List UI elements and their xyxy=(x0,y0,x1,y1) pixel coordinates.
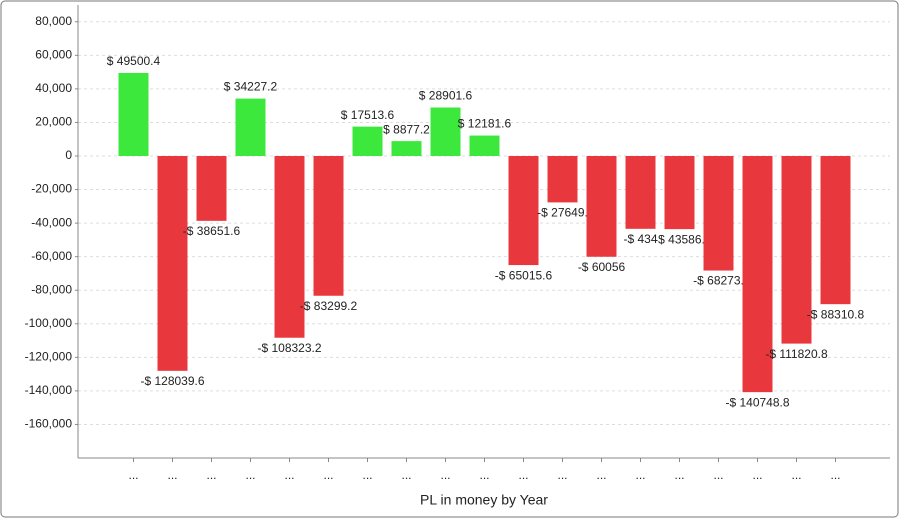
value-label: -$ 128039.6 xyxy=(140,374,204,388)
x-tick-label: ... xyxy=(206,468,216,482)
x-tick-label: ... xyxy=(245,468,255,482)
y-tick-label: -120,000 xyxy=(25,350,73,364)
bar xyxy=(469,135,500,156)
x-tick-label: ... xyxy=(128,468,138,482)
y-tick-label: -40,000 xyxy=(31,215,72,229)
bar xyxy=(781,156,812,344)
value-label: $ 49500.4 xyxy=(107,54,161,68)
y-tick-label: 40,000 xyxy=(35,81,72,95)
value-label: -$ 38651.6 xyxy=(183,224,241,238)
value-label: $ 8877.2 xyxy=(383,122,430,136)
value-label: -$ 88310.8 xyxy=(807,307,865,321)
y-tick-label: -100,000 xyxy=(25,316,73,330)
x-tick-label: ... xyxy=(323,468,333,482)
x-tick-label: ... xyxy=(830,468,840,482)
bar xyxy=(391,141,422,156)
bar xyxy=(235,98,266,156)
bar xyxy=(196,156,227,221)
y-tick-label: 20,000 xyxy=(35,115,72,129)
bar xyxy=(586,156,617,257)
bar xyxy=(508,156,539,266)
x-tick-label: ... xyxy=(284,468,294,482)
bar xyxy=(664,156,695,230)
bar xyxy=(430,107,461,156)
value-label: -$ 43586. xyxy=(654,232,705,246)
y-tick-label: -80,000 xyxy=(31,282,72,296)
x-tick-label: ... xyxy=(362,468,372,482)
value-label: -$ 83299.2 xyxy=(300,299,358,313)
x-tick-label: ... xyxy=(596,468,606,482)
y-tick-label: 0 xyxy=(65,148,72,162)
bar xyxy=(703,156,734,271)
value-label: -$ 65015.6 xyxy=(495,268,553,282)
y-tick-label: 80,000 xyxy=(35,14,72,28)
value-label: -$ 140748.8 xyxy=(725,395,789,409)
x-tick-label: ... xyxy=(635,468,645,482)
x-axis-title: PL in money by Year xyxy=(420,492,548,508)
y-tick-label: 60,000 xyxy=(35,48,72,62)
value-label: $ 17513.6 xyxy=(341,108,395,122)
x-tick-label: ... xyxy=(674,468,684,482)
bar xyxy=(274,156,305,338)
bar xyxy=(352,126,383,156)
value-label: $ 28901.6 xyxy=(419,89,473,103)
bar xyxy=(118,72,149,156)
y-tick-label: -160,000 xyxy=(25,417,73,431)
x-tick-label: ... xyxy=(440,468,450,482)
value-label: -$ 434 xyxy=(623,232,657,246)
value-label: $ 34227.2 xyxy=(224,80,278,94)
value-label: -$ 60056 xyxy=(578,260,626,274)
x-tick-label: ... xyxy=(713,468,723,482)
y-tick-label: -140,000 xyxy=(25,383,73,397)
value-label: -$ 27649. xyxy=(537,206,588,220)
value-label: -$ 111820.8 xyxy=(765,347,828,361)
bar xyxy=(157,156,188,371)
bar xyxy=(820,156,851,305)
value-label: $ 12181.6 xyxy=(458,117,512,131)
x-tick-label: ... xyxy=(752,468,762,482)
y-tick-label: -20,000 xyxy=(31,182,72,196)
x-tick-label: ... xyxy=(557,468,567,482)
bar xyxy=(742,156,773,393)
x-tick-label: ... xyxy=(518,468,528,482)
value-label: -$ 68273. xyxy=(693,274,744,288)
value-label: -$ 108323.2 xyxy=(257,341,321,355)
x-tick-label: ... xyxy=(791,468,801,482)
bar xyxy=(625,156,656,229)
x-tick-label: ... xyxy=(479,468,489,482)
x-tick-label: ... xyxy=(167,468,177,482)
x-tick-label: ... xyxy=(401,468,411,482)
y-tick-label: -60,000 xyxy=(31,249,72,263)
bar xyxy=(313,156,344,296)
bar xyxy=(547,156,578,203)
